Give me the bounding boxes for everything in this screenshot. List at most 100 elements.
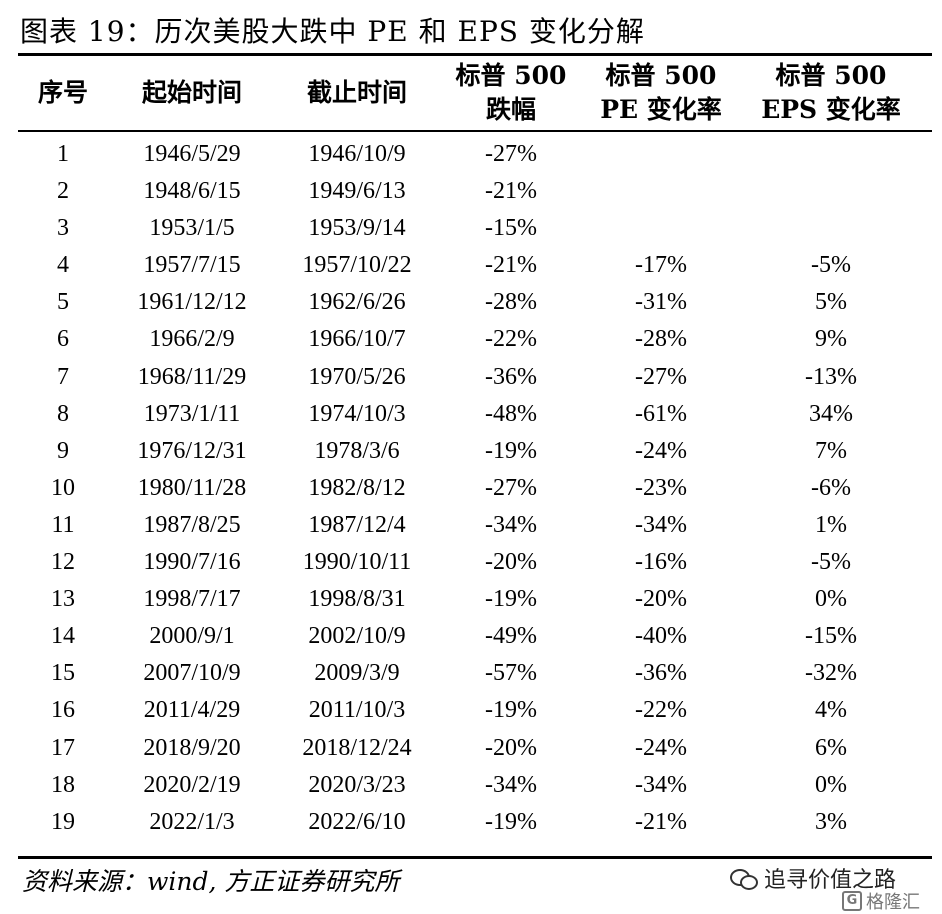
cell-sp500-decline: -15%: [485, 215, 537, 242]
table-row: 9 1976/12/31 1978/3/6 -19% -24% 7%: [0, 433, 942, 470]
cell-index: 13: [51, 586, 75, 613]
header-eps-change-line1: 标普 500: [775, 61, 887, 90]
header-start-date: 起始时间: [142, 56, 242, 130]
cell-end-date: 2009/3/9: [314, 660, 400, 687]
cell-start-date: 1980/11/28: [137, 474, 247, 501]
header-end-date-line1: 截止时间: [306, 78, 408, 107]
watermark-account: 追寻价值之路: [730, 862, 896, 894]
cell-pe-change: -22%: [635, 697, 687, 724]
cell-pe-change: -34%: [635, 511, 687, 538]
cell-pe-change: -24%: [635, 734, 687, 761]
cell-index: 9: [57, 437, 69, 464]
cell-pe-change: -61%: [635, 400, 687, 427]
bottom-rule: [18, 856, 932, 859]
header-pe-change-line1: 标普 500: [605, 61, 717, 90]
cell-sp500-decline: -20%: [485, 549, 537, 576]
table-row: 1 1946/5/29 1946/10/9 -27%: [0, 136, 942, 173]
cell-pe-change: -23%: [635, 474, 687, 501]
cell-end-date: 1990/10/11: [302, 549, 412, 576]
cell-index: 10: [51, 474, 75, 501]
cell-sp500-decline: -34%: [485, 771, 537, 798]
cell-index: 11: [51, 511, 75, 538]
cell-index: 16: [51, 697, 75, 724]
table-row: 6 1966/2/9 1966/10/7 -22% -28% 9%: [0, 321, 942, 358]
cell-index: 12: [51, 549, 75, 576]
cell-eps-change: 6%: [815, 734, 847, 761]
cell-sp500-decline: -49%: [485, 623, 537, 650]
table-row: 11 1987/8/25 1987/12/4 -34% -34% 1%: [0, 507, 942, 544]
gelonghui-logo-icon: G: [842, 891, 862, 911]
table-title: 图表 19：历次美股大跌中 PE 和 EPS 变化分解: [20, 15, 645, 48]
header-sp500-decline: 标普 500 跌幅: [456, 56, 567, 130]
cell-eps-change: 0%: [815, 771, 847, 798]
cell-start-date: 1968/11/29: [137, 363, 247, 390]
cell-start-date: 2022/1/3: [149, 808, 235, 835]
cell-end-date: 1953/9/14: [308, 215, 406, 242]
cell-sp500-decline: -48%: [485, 400, 537, 427]
cell-start-date: 1953/1/5: [149, 215, 235, 242]
header-rule: [18, 130, 932, 132]
cell-start-date: 1957/7/15: [143, 252, 241, 279]
cell-end-date: 2002/10/9: [308, 623, 406, 650]
cell-index: 14: [51, 623, 75, 650]
cell-end-date: 1998/8/31: [308, 586, 406, 613]
cell-eps-change: -15%: [805, 623, 857, 650]
cell-pe-change: -21%: [635, 808, 687, 835]
cell-eps-change: 34%: [809, 400, 853, 427]
cell-end-date: 1957/10/22: [302, 252, 412, 279]
header-end-date: 截止时间: [307, 56, 407, 130]
cell-start-date: 2000/9/1: [149, 623, 235, 650]
cell-start-date: 2011/4/29: [143, 697, 241, 724]
cell-sp500-decline: -36%: [485, 363, 537, 390]
cell-start-date: 1987/8/25: [143, 511, 241, 538]
cell-start-date: 1948/6/15: [143, 178, 241, 205]
table-row: 2 1948/6/15 1949/6/13 -21%: [0, 173, 942, 210]
table-row: 16 2011/4/29 2011/10/3 -19% -22% 4%: [0, 692, 942, 729]
cell-end-date: 1966/10/7: [308, 326, 406, 353]
cell-eps-change: 0%: [815, 586, 847, 613]
cell-sp500-decline: -34%: [485, 511, 537, 538]
cell-pe-change: -28%: [635, 326, 687, 353]
source-note: 资料来源：wind, 方正证券研究所: [22, 867, 400, 896]
table-row: 12 1990/7/16 1990/10/11 -20% -16% -5%: [0, 544, 942, 581]
cell-sp500-decline: -27%: [485, 141, 537, 167]
cell-start-date: 2007/10/9: [143, 660, 241, 687]
header-sp500-decline-line2: 跌幅: [485, 95, 537, 124]
cell-sp500-decline: -27%: [485, 474, 537, 501]
header-pe-change: 标普 500 PE 变化率: [600, 56, 722, 130]
table-row: 17 2018/9/20 2018/12/24 -20% -24% 6%: [0, 730, 942, 767]
cell-index: 19: [51, 808, 75, 835]
cell-eps-change: 1%: [815, 511, 847, 538]
table-row: 8 1973/1/11 1974/10/3 -48% -61% 34%: [0, 396, 942, 433]
header-sp500-decline-line1: 标普 500: [455, 61, 567, 90]
cell-end-date: 1970/5/26: [308, 363, 406, 390]
cell-pe-change: -36%: [635, 660, 687, 687]
cell-sp500-decline: -19%: [485, 808, 537, 835]
cell-index: 1: [57, 141, 69, 167]
cell-end-date: 2018/12/24: [302, 734, 412, 761]
watermark-logo: G 格隆汇: [842, 888, 920, 914]
cell-end-date: 1974/10/3: [308, 400, 406, 427]
header-start-date-line1: 起始时间: [141, 78, 243, 107]
cell-start-date: 1990/7/16: [143, 549, 241, 576]
header-index: 序号: [38, 56, 88, 130]
cell-eps-change: -6%: [811, 474, 851, 501]
cell-end-date: 1982/8/12: [308, 474, 406, 501]
cell-index: 2: [57, 178, 69, 205]
cell-start-date: 2018/9/20: [143, 734, 241, 761]
cell-sp500-decline: -28%: [485, 289, 537, 316]
cell-pe-change: -31%: [635, 289, 687, 316]
cell-end-date: 2022/6/10: [308, 808, 406, 835]
table-row: 5 1961/12/12 1962/6/26 -28% -31% 5%: [0, 284, 942, 321]
cell-end-date: 2011/10/3: [308, 697, 406, 724]
cell-eps-change: -5%: [811, 252, 851, 279]
table-row: 19 2022/1/3 2022/6/10 -19% -21% 3%: [0, 804, 942, 841]
cell-start-date: 1961/12/12: [137, 289, 247, 316]
cell-pe-change: -27%: [635, 363, 687, 390]
cell-start-date: 2020/2/19: [143, 771, 241, 798]
table-row: 14 2000/9/1 2002/10/9 -49% -40% -15%: [0, 618, 942, 655]
cell-end-date: 1978/3/6: [314, 437, 400, 464]
table-body: 1 1946/5/29 1946/10/9 -27% 2 1948/6/15 1949/6/…: [0, 136, 942, 841]
cell-index: 4: [57, 252, 69, 279]
header-pe-change-line2: PE 变化率: [600, 95, 722, 124]
